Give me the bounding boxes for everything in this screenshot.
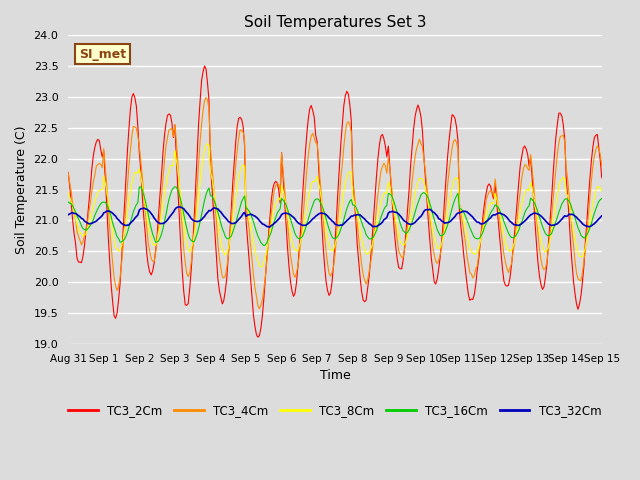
TC3_32Cm: [401, 218, 408, 224]
Title: Soil Temperatures Set 3: Soil Temperatures Set 3: [244, 15, 426, 30]
TC3_32Cm: [371, 224, 379, 229]
TC3_2Cm: [598, 175, 605, 180]
TC3_8Cm: [164, 174, 172, 180]
TC3_16Cm: [64, 199, 72, 205]
TC3_2Cm: [389, 206, 397, 212]
TC3_4Cm: [536, 247, 543, 252]
TC3_4Cm: [202, 95, 210, 100]
Legend: TC3_2Cm, TC3_4Cm, TC3_8Cm, TC3_16Cm, TC3_32Cm: TC3_2Cm, TC3_4Cm, TC3_8Cm, TC3_16Cm, TC3…: [64, 399, 606, 421]
TC3_8Cm: [257, 264, 265, 270]
TC3_16Cm: [389, 196, 397, 202]
Line: TC3_4Cm: TC3_4Cm: [68, 97, 602, 309]
Y-axis label: Soil Temperature (C): Soil Temperature (C): [15, 125, 28, 254]
TC3_32Cm: [536, 212, 543, 217]
TC3_8Cm: [598, 188, 605, 194]
TC3_32Cm: [266, 224, 273, 230]
TC3_4Cm: [371, 220, 379, 226]
TC3_4Cm: [389, 197, 397, 203]
TC3_2Cm: [254, 334, 262, 340]
TC3_8Cm: [401, 241, 408, 247]
TC3_2Cm: [164, 113, 172, 119]
TC3_32Cm: [175, 204, 183, 210]
TC3_32Cm: [79, 216, 87, 222]
TC3_32Cm: [64, 212, 72, 217]
TC3_32Cm: [389, 208, 397, 214]
TC3_32Cm: [598, 213, 605, 219]
TC3_8Cm: [371, 228, 379, 234]
TC3_16Cm: [371, 231, 379, 237]
TC3_16Cm: [260, 243, 268, 249]
TC3_8Cm: [536, 230, 543, 236]
TC3_8Cm: [64, 190, 72, 195]
TC3_16Cm: [598, 196, 605, 202]
TC3_2Cm: [401, 245, 408, 251]
Line: TC3_8Cm: TC3_8Cm: [68, 144, 602, 267]
Text: SI_met: SI_met: [79, 48, 126, 60]
TC3_16Cm: [536, 215, 543, 220]
TC3_4Cm: [64, 170, 72, 176]
TC3_4Cm: [598, 163, 605, 168]
TC3_2Cm: [371, 195, 379, 201]
TC3_4Cm: [255, 306, 263, 312]
X-axis label: Time: Time: [319, 369, 350, 382]
TC3_16Cm: [79, 226, 87, 231]
TC3_2Cm: [64, 169, 72, 175]
Line: TC3_16Cm: TC3_16Cm: [68, 187, 602, 246]
TC3_8Cm: [79, 233, 87, 239]
TC3_2Cm: [201, 63, 209, 69]
TC3_2Cm: [536, 274, 543, 279]
TC3_8Cm: [204, 141, 211, 146]
TC3_2Cm: [79, 253, 87, 259]
TC3_16Cm: [401, 229, 408, 235]
TC3_4Cm: [401, 246, 408, 252]
TC3_32Cm: [164, 217, 172, 223]
Line: TC3_2Cm: TC3_2Cm: [68, 66, 602, 337]
TC3_8Cm: [389, 200, 397, 206]
TC3_16Cm: [171, 184, 179, 190]
Line: TC3_32Cm: TC3_32Cm: [68, 207, 602, 227]
TC3_16Cm: [164, 204, 172, 209]
TC3_4Cm: [164, 135, 172, 141]
TC3_4Cm: [79, 239, 87, 244]
